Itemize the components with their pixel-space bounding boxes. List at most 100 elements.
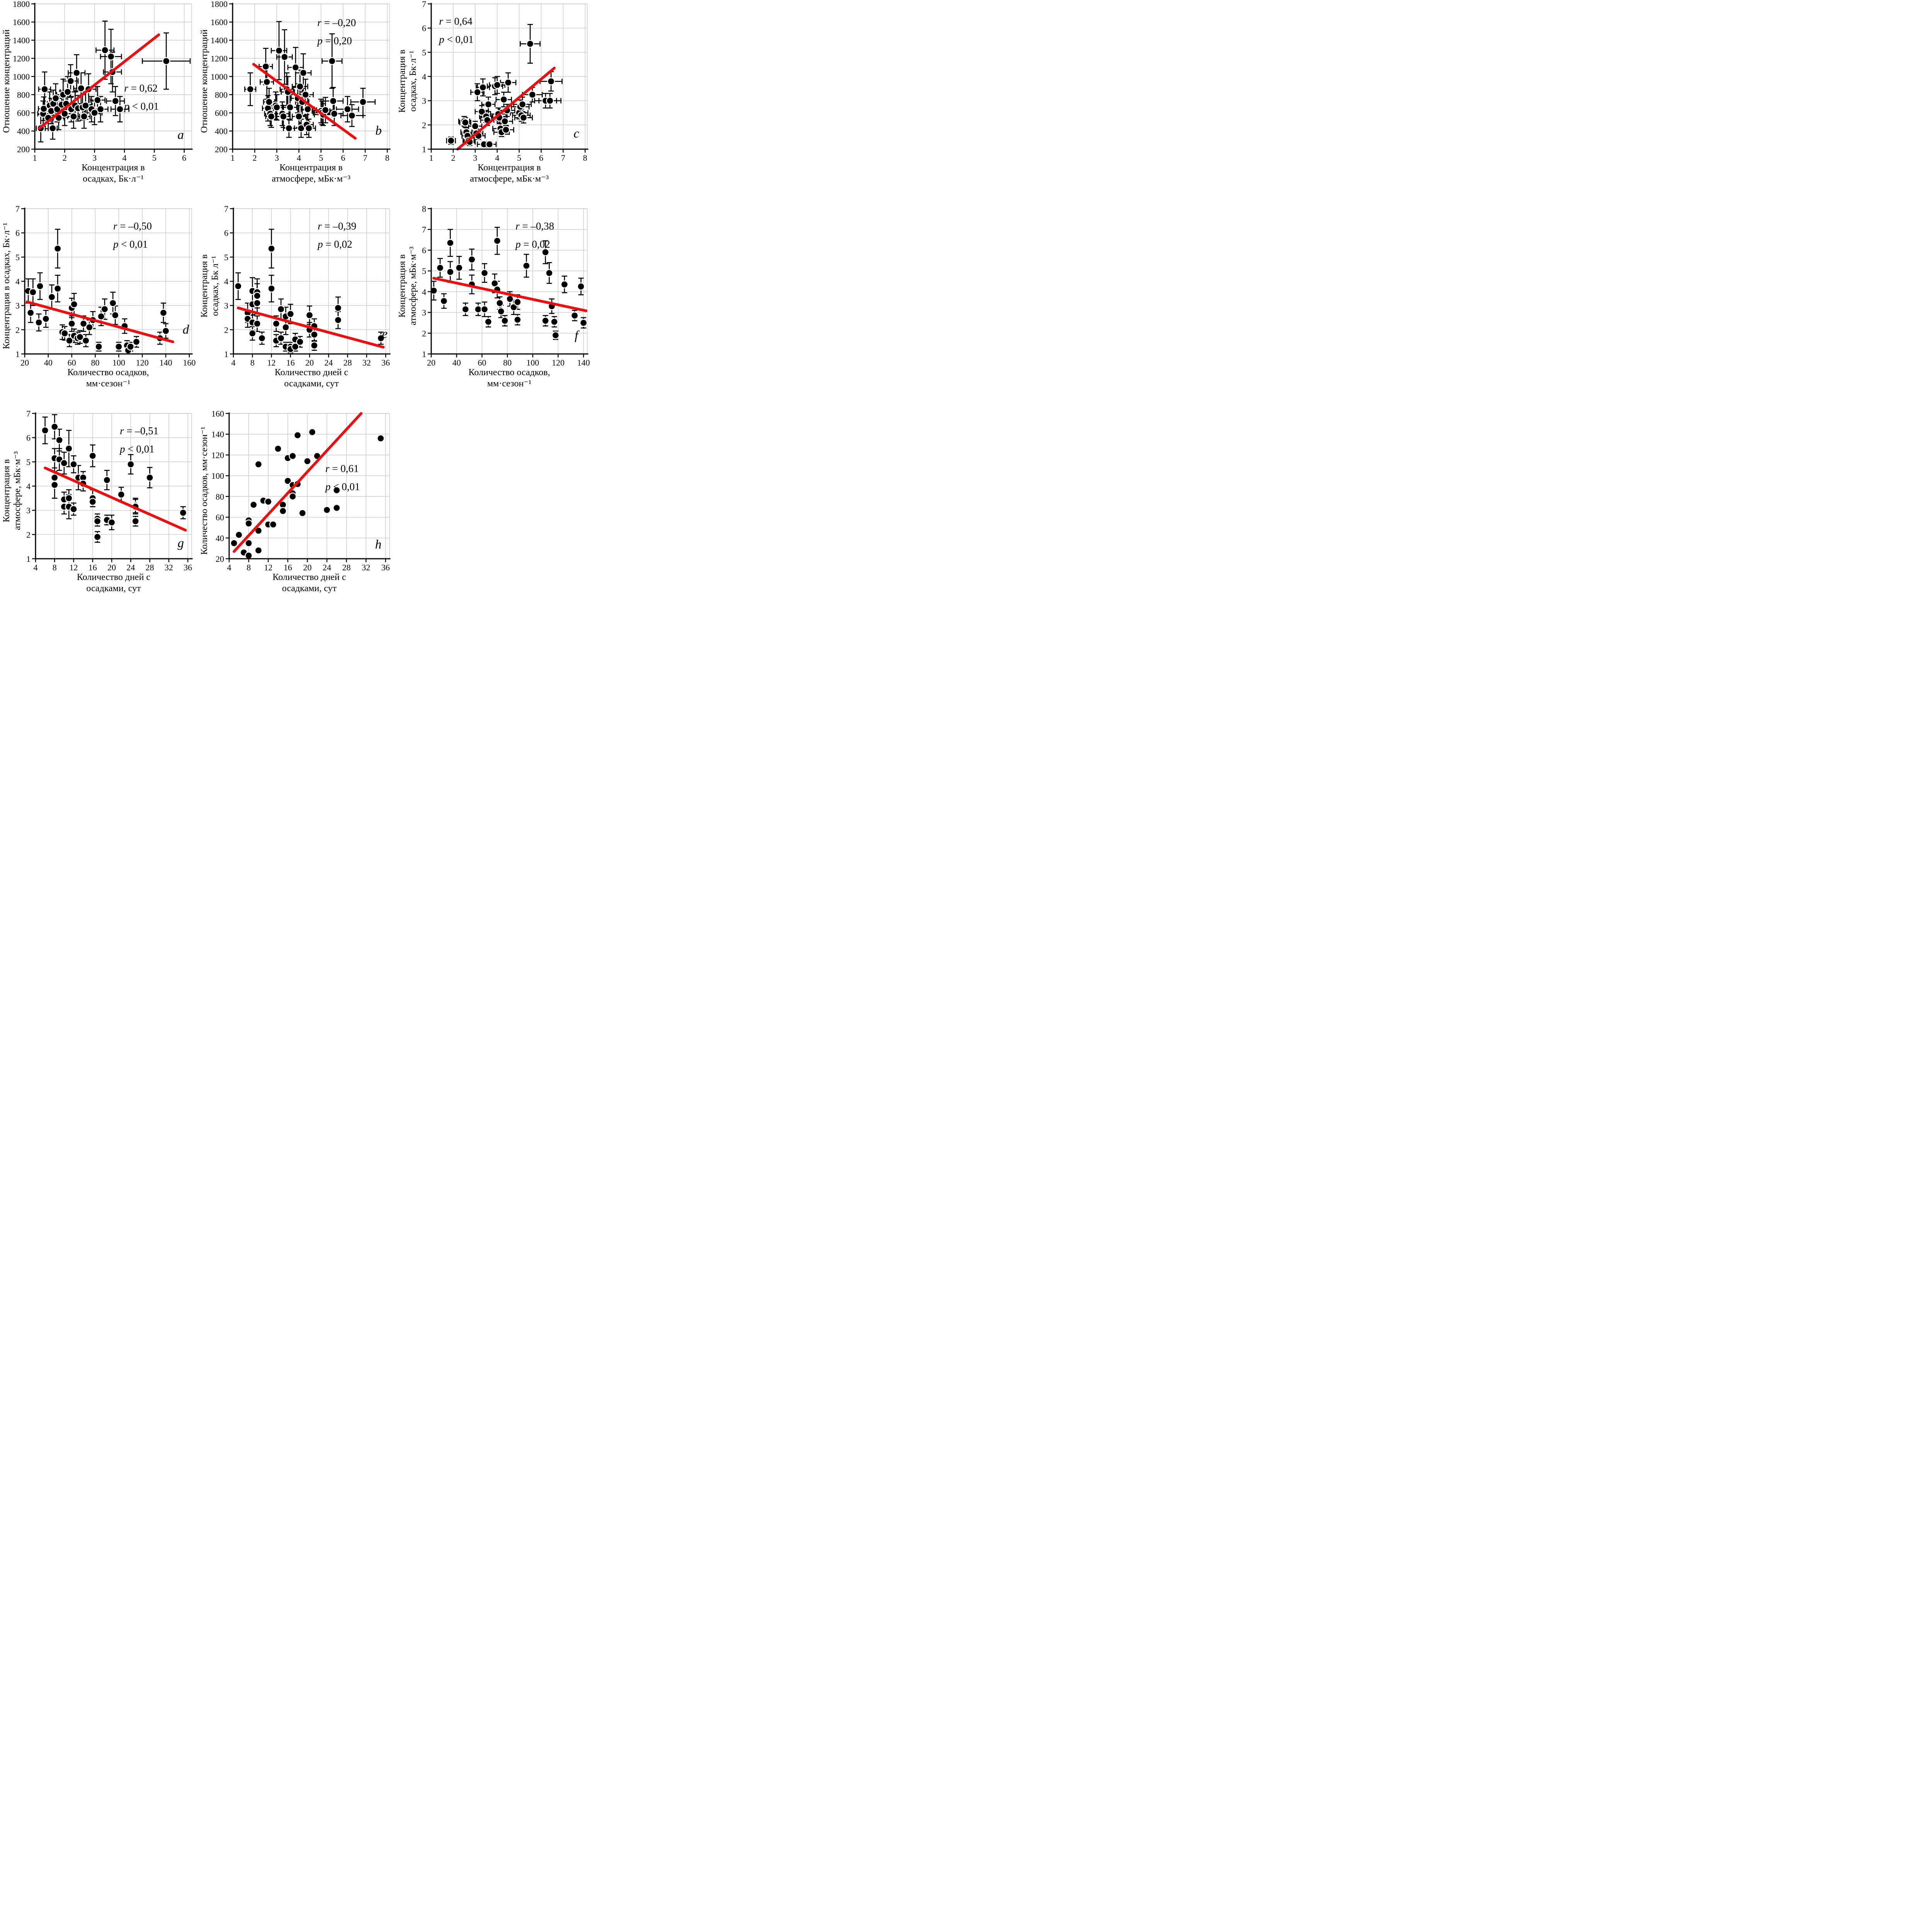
y-tick-label: 5 bbox=[15, 252, 20, 262]
data-point bbox=[471, 122, 480, 130]
y-tick-label: 4 bbox=[422, 287, 426, 297]
data-point bbox=[455, 264, 463, 272]
y-tick-label: 4 bbox=[26, 481, 31, 491]
data-point bbox=[274, 445, 282, 453]
y-axis-label-line: Концентрация в bbox=[199, 254, 209, 318]
annotation-r: r = 0,61 bbox=[325, 463, 359, 474]
data-point bbox=[447, 136, 455, 145]
data-point bbox=[547, 77, 555, 85]
trend-line bbox=[252, 63, 357, 140]
plot-area-f: 20 40 60 80 100 120 140 1 2 3 4 5 6 7 8 r = –0,38 p = 0,… bbox=[422, 204, 590, 367]
data-point bbox=[289, 452, 297, 460]
data-point bbox=[258, 334, 266, 342]
data-point bbox=[570, 311, 579, 320]
data-point bbox=[65, 444, 73, 453]
data-point bbox=[546, 97, 554, 105]
data-point bbox=[254, 546, 263, 554]
y-tick-label: 5 bbox=[422, 266, 426, 276]
data-point bbox=[329, 97, 337, 105]
data-point bbox=[550, 318, 558, 326]
y-tick-label: 3 bbox=[422, 96, 426, 106]
data-point bbox=[73, 69, 81, 77]
annotation-p: p < 0,01 bbox=[325, 481, 360, 493]
y-axis-label-text: Концентрация в атмосфере, мБк·м⁻³ bbox=[397, 247, 418, 325]
data-point bbox=[267, 112, 276, 121]
data-point bbox=[245, 551, 253, 560]
data-point bbox=[65, 494, 73, 502]
y-tick-label: 8 bbox=[422, 204, 426, 214]
y-axis-label-line: Отношение концентраций bbox=[199, 29, 209, 133]
y-tick-label: 800 bbox=[17, 90, 30, 100]
data-point bbox=[551, 331, 560, 339]
data-point bbox=[85, 323, 94, 332]
data-point bbox=[506, 295, 514, 303]
plot-column: 4 8 12 16 20 24 28 32 36 1 2 3 4 5 6 7 r = –0,39 p = 0,02… bbox=[222, 204, 395, 389]
y-tick-label: 1 bbox=[422, 349, 426, 359]
data-point bbox=[66, 77, 75, 85]
data-point bbox=[55, 436, 63, 444]
data-point bbox=[51, 473, 59, 482]
data-point bbox=[478, 107, 486, 116]
data-point bbox=[159, 309, 168, 317]
data-point bbox=[76, 333, 84, 341]
data-point bbox=[162, 57, 170, 65]
x-tick-label: 6 bbox=[182, 153, 186, 163]
x-tick-label: 6 bbox=[539, 153, 543, 163]
data-point bbox=[308, 428, 316, 436]
data-point bbox=[65, 337, 73, 345]
y-axis-label: Концентрация в атмосфере, мБк·м⁻³ bbox=[0, 410, 24, 572]
data-point bbox=[430, 286, 438, 295]
y-tick-label: 5 bbox=[224, 252, 228, 262]
x-axis-label-line: осадками, сут bbox=[86, 583, 141, 594]
data-point bbox=[484, 100, 493, 109]
y-tick-label: 120 bbox=[211, 450, 224, 460]
data-point bbox=[305, 311, 314, 319]
data-point bbox=[254, 527, 263, 535]
data-point bbox=[131, 517, 139, 526]
data-point bbox=[579, 319, 588, 327]
x-tick-label: 20 bbox=[20, 358, 29, 367]
annotation-r: r = –0,20 bbox=[317, 17, 356, 29]
y-tick-label: 3 bbox=[224, 301, 228, 311]
x-tick-label: 36 bbox=[381, 358, 390, 367]
annotation-p: p < 0,01 bbox=[438, 34, 473, 45]
data-point bbox=[526, 40, 534, 48]
data-point bbox=[545, 269, 553, 277]
annotation-r: r = –0,50 bbox=[113, 220, 152, 232]
y-axis-label-text: Отношение концентраций bbox=[1, 29, 12, 133]
y-axis-label: Концентрация в атмосфере, мБк·м⁻³ bbox=[396, 205, 420, 367]
trend-line bbox=[44, 466, 187, 532]
x-tick-label: 24 bbox=[126, 563, 135, 572]
data-point bbox=[528, 90, 536, 99]
x-tick-label: 120 bbox=[552, 358, 565, 367]
panel-d: Концентрация в осадках, Бк·л⁻¹ 20 40 60 80 10… bbox=[0, 204, 198, 410]
x-tick-label: 3 bbox=[275, 153, 279, 163]
x-tick-label: 8 bbox=[250, 358, 255, 367]
y-tick-label: 6 bbox=[26, 433, 31, 443]
x-tick-label: 40 bbox=[44, 358, 53, 367]
data-point bbox=[94, 96, 102, 104]
data-point bbox=[334, 304, 342, 312]
y-axis-label-text: Концентрация в атмосфере, мБк·м⁻³ bbox=[1, 451, 23, 530]
y-axis-label: Концентрация в осадках, Бк·л⁻¹ bbox=[0, 205, 13, 367]
data-point bbox=[285, 124, 293, 133]
data-point bbox=[519, 114, 528, 122]
data-point bbox=[275, 46, 283, 55]
data-point bbox=[93, 533, 102, 541]
data-point bbox=[496, 299, 504, 307]
plot-area-c: 1 2 3 4 5 6 7 8 1 2 3 4 5 6 7 r = 0,64 p < 0,01 c bbox=[422, 0, 588, 163]
data-point bbox=[514, 298, 522, 306]
annotation-p: p < 0,01 bbox=[123, 100, 158, 112]
y-axis-label-line: осадках, Бк л⁻¹ bbox=[210, 256, 220, 316]
x-tick-label: 32 bbox=[165, 563, 173, 572]
x-axis-label-line: Количество осадков, bbox=[67, 367, 149, 378]
data-point bbox=[279, 507, 287, 515]
data-point bbox=[541, 316, 549, 325]
data-point bbox=[480, 305, 489, 313]
data-point bbox=[263, 78, 271, 86]
x-axis-label-line: Количество дней с bbox=[272, 572, 346, 582]
data-point bbox=[321, 106, 330, 114]
data-point bbox=[305, 124, 313, 133]
data-point bbox=[101, 46, 109, 54]
panel-letter-e: e bbox=[382, 327, 388, 341]
